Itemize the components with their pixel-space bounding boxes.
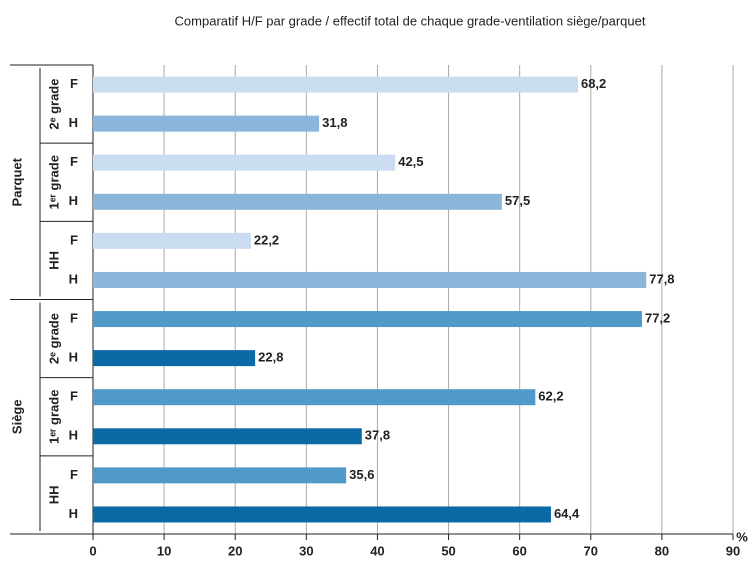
value-label: 35,6 xyxy=(349,467,374,482)
group-label: Parquet xyxy=(9,157,24,206)
bar xyxy=(93,389,536,406)
value-label: 37,8 xyxy=(365,428,390,443)
bar xyxy=(93,350,256,367)
bar xyxy=(93,467,347,484)
x-tick-label: 50 xyxy=(441,543,455,558)
bar xyxy=(93,506,551,523)
x-tick-label: 80 xyxy=(655,543,669,558)
value-label: 62,2 xyxy=(538,389,563,404)
y-tick-label: F xyxy=(70,76,78,91)
value-label: 64,4 xyxy=(554,506,580,521)
bar xyxy=(93,428,362,445)
y-tick-label: F xyxy=(70,389,78,404)
value-label: 77,2 xyxy=(645,310,670,325)
bar xyxy=(93,76,578,93)
y-tick-label: H xyxy=(69,271,78,286)
x-tick-label: 10 xyxy=(157,543,171,558)
y-tick-label: F xyxy=(70,154,78,169)
bar xyxy=(93,232,251,249)
group-label: Siège xyxy=(9,399,24,434)
x-axis-label: % xyxy=(736,529,748,544)
bar xyxy=(93,154,396,171)
x-tick-label: 60 xyxy=(512,543,526,558)
y-tick-label: H xyxy=(69,193,78,208)
x-tick-label: 20 xyxy=(228,543,242,558)
value-label: 22,2 xyxy=(254,232,279,247)
x-tick-label: 90 xyxy=(726,543,740,558)
y-tick-label: H xyxy=(69,350,78,365)
value-label: 57,5 xyxy=(505,193,530,208)
x-tick-label: 30 xyxy=(299,543,313,558)
chart-title: Comparatif H/F par grade / effectif tota… xyxy=(175,13,646,28)
y-tick-label: H xyxy=(69,115,78,130)
y-tick-label: F xyxy=(70,467,78,482)
x-tick-label: 0 xyxy=(89,543,96,558)
bar xyxy=(93,311,642,328)
subgroup-label: HH xyxy=(46,251,61,270)
subgroup-label: 1ᵉʳ grade xyxy=(46,155,61,209)
value-label: 42,5 xyxy=(398,154,423,169)
subgroup-label: 2ᵉ grade xyxy=(46,313,61,364)
value-label: 31,8 xyxy=(322,115,347,130)
y-tick-label: H xyxy=(69,428,78,443)
bar xyxy=(93,115,320,132)
subgroup-label: 1ᵉʳ grade xyxy=(46,390,61,444)
y-tick-label: H xyxy=(69,506,78,521)
y-tick-label: F xyxy=(70,232,78,247)
value-label: 22,8 xyxy=(258,350,283,365)
subgroup-label: HH xyxy=(46,486,61,505)
bar xyxy=(93,271,647,288)
value-label: 68,2 xyxy=(581,76,606,91)
value-label: 77,8 xyxy=(649,271,674,286)
subgroup-label: 2ᵉ grade xyxy=(46,79,61,130)
x-tick-label: 40 xyxy=(370,543,384,558)
bar xyxy=(93,193,502,210)
y-tick-label: F xyxy=(70,310,78,325)
x-tick-label: 70 xyxy=(584,543,598,558)
